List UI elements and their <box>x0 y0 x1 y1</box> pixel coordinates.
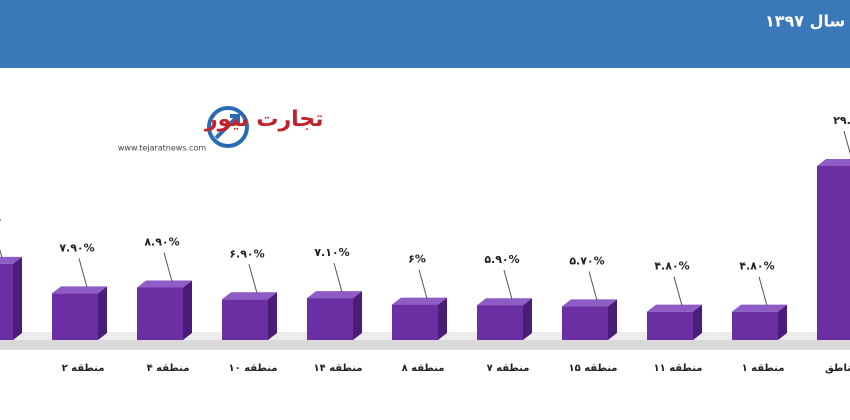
bar-top <box>562 299 617 307</box>
bar-top <box>477 298 532 306</box>
value-label: ٠% <box>0 212 1 225</box>
value-label-box <box>55 239 99 258</box>
x-tick-label: منطقه ۷ <box>487 363 530 374</box>
bar <box>562 306 608 340</box>
leader-line <box>333 262 343 293</box>
bar-top <box>732 304 787 312</box>
value-label: ۵.۷٠% <box>569 254 604 267</box>
bar-side <box>693 304 702 340</box>
leader-line <box>503 270 513 300</box>
bar <box>307 298 353 340</box>
bar <box>732 311 778 340</box>
bar-side <box>778 304 787 340</box>
bar-top <box>392 297 447 305</box>
x-tick-label: منطقه ۱۰ <box>229 363 278 374</box>
bar-side <box>438 297 447 340</box>
value-label-box <box>140 233 184 252</box>
bar-side <box>608 299 617 340</box>
value-label: ۴.۸٠% <box>739 260 774 273</box>
bar-side <box>523 298 532 340</box>
value-label: ۸.۹٠% <box>144 235 179 248</box>
bar <box>52 293 98 340</box>
bar-side <box>353 291 362 340</box>
logo-url: www.tejaratnews.com <box>118 144 206 153</box>
value-label: ۲۹. <box>833 114 850 127</box>
bar-side <box>268 292 277 340</box>
value-label-box <box>480 251 524 270</box>
bar <box>817 165 850 340</box>
x-tick-label: منطقه ۱ <box>742 363 785 374</box>
value-label: ۷.۱٠% <box>314 246 349 259</box>
value-label-box <box>650 257 694 276</box>
value-label: ۶.۹٠% <box>229 247 264 260</box>
bar-top <box>52 286 107 294</box>
bar-top <box>0 256 22 264</box>
value-label-box <box>820 111 850 130</box>
title-banner <box>0 0 850 68</box>
value-label-box <box>735 257 779 276</box>
value-label-box <box>395 250 439 269</box>
leader-line <box>758 276 768 306</box>
leader-line <box>588 271 598 301</box>
chart-title: توزیع مناطق شهر تهران برحسب سهم از تعداد… <box>765 12 850 31</box>
bar-top <box>307 291 362 299</box>
leader-line <box>418 269 428 299</box>
bar-side <box>13 256 22 340</box>
value-label-box <box>225 245 269 264</box>
logo-arrow <box>214 114 240 140</box>
x-tick-label: منطقه ۴ <box>147 363 190 374</box>
logo-name: تجارت نیوز <box>204 107 324 132</box>
bar <box>392 304 438 340</box>
x-tick-label: منطقه ۱۱ <box>654 363 703 374</box>
x-tick-label: یر مناطق <box>825 363 850 374</box>
value-label-box <box>0 209 14 228</box>
value-label: ۶% <box>408 253 426 266</box>
bar <box>222 299 268 340</box>
logo: تجارت نیوز www.tejaratnews.com <box>118 106 324 153</box>
x-tick-label: منطقه ۲ <box>62 363 105 374</box>
value-label: ۵.۹٠% <box>484 253 519 266</box>
bar <box>477 305 523 340</box>
leader-line <box>248 264 258 294</box>
leader-line <box>0 248 3 259</box>
value-label: ۷.۹٠% <box>59 241 94 254</box>
bar-top <box>137 280 192 288</box>
value-label-box <box>310 244 354 263</box>
leader-line <box>843 130 850 155</box>
value-label-box <box>565 252 609 271</box>
leader-line <box>163 252 173 282</box>
bar-top <box>817 158 850 166</box>
x-tick-label: منطقه ۸ <box>402 363 445 374</box>
bar-side <box>183 280 192 340</box>
bar-top <box>647 304 702 312</box>
bar-top <box>222 292 277 300</box>
x-tick-label: منطقه ۱۵ <box>569 363 618 374</box>
floor <box>0 340 850 350</box>
bar <box>0 263 13 340</box>
leader-line <box>673 276 683 306</box>
x-tick-label: منطقه ۱۴ <box>314 363 363 374</box>
bar <box>137 287 183 340</box>
leader-line <box>78 258 88 288</box>
value-label: ۴.۸٠% <box>654 260 689 273</box>
bar-side <box>98 286 107 340</box>
bar <box>647 311 693 340</box>
